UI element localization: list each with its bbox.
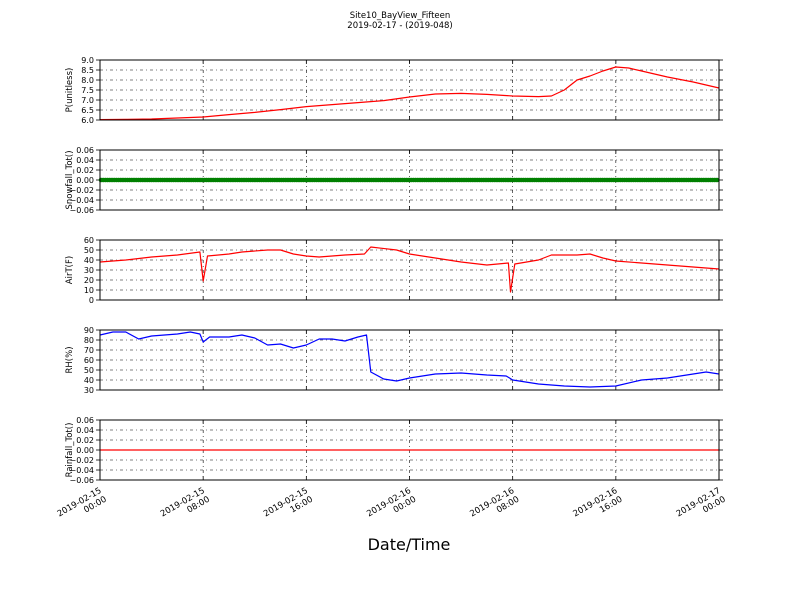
pressure-ytick-label: 8.5 (81, 66, 94, 75)
rainfall-ytick-label: 0.04 (76, 426, 94, 435)
pressure-ytick-label: 6.5 (81, 106, 94, 115)
snowfall-point (714, 177, 720, 183)
chart-subtitle: 2019-02-17 - (2019-048) (347, 21, 453, 31)
snowfall-ytick-label: 0.04 (76, 156, 94, 165)
snowfall-ytick-label: −0.04 (69, 196, 94, 205)
air-temp-ytick-label: 40 (84, 256, 94, 265)
pressure-ytick-label: 9.0 (81, 56, 94, 65)
pressure-axes-frame (99, 59, 720, 121)
humidity-ytick-label: 30 (84, 386, 94, 395)
rainfall-ytick-label: −0.06 (69, 476, 94, 485)
air-temp-ytick-label: 20 (84, 276, 94, 285)
rainfall-axes-frame (99, 419, 720, 481)
humidity-ytick-label: 60 (84, 356, 94, 365)
humidity-ytick-label: 80 (84, 336, 94, 345)
pressure-ytick-label: 8.0 (81, 76, 94, 85)
snowfall-ytick-label: −0.02 (69, 186, 94, 195)
rainfall-ytick-label: 0.06 (76, 416, 94, 425)
rainfall-ytick-label: −0.02 (69, 456, 94, 465)
chart-title: Site10_BayView_Fifteen (349, 11, 451, 21)
air-temp-ytick-label: 60 (84, 236, 94, 245)
air-temp-ylabel: AirT(F) (65, 256, 75, 284)
pressure-ytick-label: 6.0 (81, 116, 94, 125)
rainfall-ylabel: Rainfall_Tot() (65, 423, 75, 478)
snowfall-ytick-label: −0.06 (69, 206, 94, 215)
humidity-ytick-label: 70 (84, 346, 94, 355)
humidity-ytick-label: 50 (84, 366, 94, 375)
air-temp-ytick-label: 30 (84, 266, 94, 275)
pressure-ylabel: P(unitless) (65, 68, 75, 113)
humidity-ytick-label: 40 (84, 376, 94, 385)
snowfall-ytick-label: 0.00 (76, 176, 94, 185)
humidity-series-line (99, 331, 720, 388)
pressure-ytick-label: 7.0 (81, 96, 94, 105)
air-temp-series-line (99, 246, 720, 293)
air-temp-ytick-label: 0 (89, 296, 94, 305)
x-axis-label: Date/Time (368, 535, 451, 554)
air-temp-ytick-label: 50 (84, 246, 94, 255)
rainfall-ytick-label: −0.04 (69, 466, 94, 475)
snowfall-ylabel: Snowfall_Tot() (65, 150, 75, 209)
snowfall-ytick-label: 0.02 (76, 166, 94, 175)
humidity-ylabel: RH(%) (65, 346, 75, 373)
humidity-axes-frame (99, 329, 720, 391)
air-temp-ytick-label: 10 (84, 286, 94, 295)
humidity-ytick-label: 90 (84, 326, 94, 335)
snowfall-axes-frame (99, 149, 720, 211)
air-temp-axes-frame (99, 239, 720, 301)
snowfall-ytick-label: 0.06 (76, 146, 94, 155)
rainfall-ytick-label: 0.00 (76, 446, 94, 455)
pressure-ytick-label: 7.5 (81, 86, 94, 95)
pressure-series-line (99, 66, 720, 121)
rainfall-ytick-label: 0.02 (76, 436, 94, 445)
